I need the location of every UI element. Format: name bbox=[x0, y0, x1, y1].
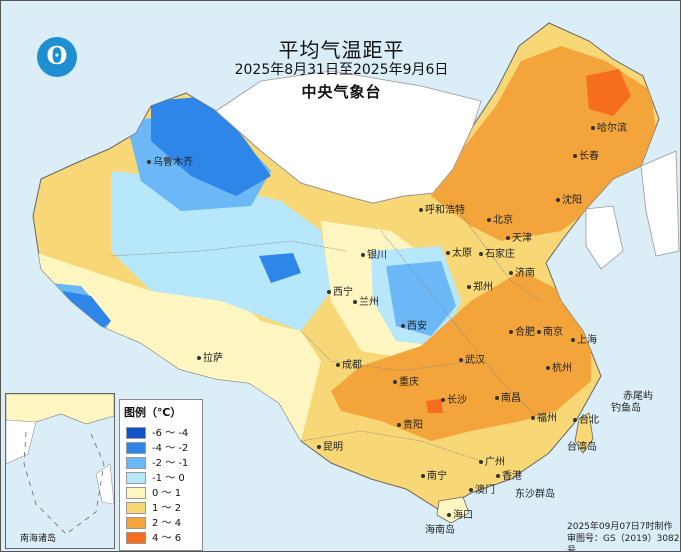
inset-coastline bbox=[6, 394, 114, 425]
legend-item: 1 ～ 2 bbox=[126, 499, 181, 514]
province-boundary bbox=[110, 240, 347, 257]
city-label: 上海 bbox=[571, 331, 597, 346]
city-label: 郑州 bbox=[467, 278, 493, 293]
agency-name: 中央气象台 bbox=[301, 83, 382, 101]
legend-swatch bbox=[126, 472, 146, 484]
anomaly-zone-minus2-minus1-central bbox=[386, 261, 456, 336]
province-boundary bbox=[450, 200, 542, 302]
province-boundary bbox=[300, 330, 472, 372]
city-label: 合肥 bbox=[509, 323, 535, 338]
legend-swatch bbox=[126, 532, 146, 544]
city-label: 福州 bbox=[531, 409, 557, 424]
province-boundary bbox=[300, 430, 482, 462]
taiwan-island bbox=[574, 412, 594, 454]
island-label: 东沙群岛 bbox=[515, 489, 555, 500]
city-label: 天津 bbox=[506, 229, 532, 244]
city-label: 南昌 bbox=[495, 389, 521, 404]
city-label: 乌鲁木齐 bbox=[147, 153, 193, 168]
japan-region bbox=[640, 150, 680, 257]
city-label: 贵阳 bbox=[397, 416, 423, 431]
anomaly-zone-4-6-hunan bbox=[426, 399, 443, 413]
inset-map bbox=[6, 394, 114, 535]
island-label: 海南岛 bbox=[425, 525, 455, 536]
anomaly-zone-2-4-south bbox=[331, 271, 591, 441]
legend-swatch bbox=[126, 517, 146, 529]
city-label: 石家庄 bbox=[479, 245, 515, 260]
legend-item: -1 ～ 0 bbox=[126, 469, 185, 484]
legend-swatch bbox=[126, 502, 146, 514]
city-label: 兰州 bbox=[353, 293, 379, 308]
anomaly-zone-minus4-minus2 bbox=[151, 96, 271, 196]
city-label: 西安 bbox=[401, 317, 427, 332]
city-label: 南宁 bbox=[421, 467, 447, 482]
city-label: 香港 bbox=[496, 467, 522, 482]
map-title: 平均气温距平 bbox=[278, 38, 405, 62]
province-boundary bbox=[380, 230, 542, 422]
legend-item: 4 ～ 6 bbox=[126, 529, 181, 544]
island-label: 台湾岛 bbox=[567, 442, 597, 453]
legend-item: 2 ～ 4 bbox=[126, 514, 181, 529]
legend-item: -2 ～ -1 bbox=[126, 454, 188, 469]
city-label: 西宁 bbox=[327, 283, 353, 298]
inset-label: 南海诸岛 bbox=[20, 534, 57, 544]
legend: 图例（℃） -6 ～ -4 -4 ～ -2 -2 ～ -1 -1 ～ 0 0 ～… bbox=[119, 399, 203, 551]
mongolia-region bbox=[215, 70, 482, 204]
legend-swatch bbox=[126, 442, 146, 454]
city-label: 杭州 bbox=[546, 359, 572, 374]
cma-logo-icon: ʘ bbox=[37, 37, 77, 77]
legend-item: 0 ～ 1 bbox=[126, 484, 181, 499]
anomaly-zone-4-6 bbox=[586, 69, 631, 116]
city-label: 长春 bbox=[573, 147, 599, 162]
legend-swatch bbox=[126, 457, 146, 469]
date-range: 2025年8月31日至2025年9月6日 bbox=[234, 62, 449, 78]
hainan-island bbox=[436, 496, 470, 524]
city-label: 武汉 bbox=[459, 351, 485, 366]
city-label: 拉萨 bbox=[197, 349, 223, 364]
inset-nine-dash-line bbox=[23, 431, 105, 535]
city-label: 银川 bbox=[361, 246, 387, 261]
inset-land bbox=[6, 419, 37, 465]
city-label: 重庆 bbox=[393, 373, 419, 388]
city-label: 太原 bbox=[446, 244, 472, 259]
city-label: 南京 bbox=[537, 323, 563, 338]
city-label: 沈阳 bbox=[556, 191, 582, 206]
legend-swatch bbox=[126, 427, 146, 439]
anomaly-zone-minus4-minus2-tibet bbox=[259, 253, 301, 283]
city-label: 长沙 bbox=[441, 391, 467, 406]
city-label: 呼和浩特 bbox=[419, 201, 465, 216]
inset-land bbox=[95, 463, 114, 505]
island-label: 赤尾屿 bbox=[623, 391, 653, 402]
city-label: 台北 bbox=[573, 411, 599, 426]
credit-review: 审图号：GS（2019）3082号 bbox=[567, 534, 680, 552]
city-label: 海口 bbox=[447, 506, 473, 521]
city-label: 济南 bbox=[509, 264, 535, 279]
korea-region bbox=[585, 205, 624, 270]
legend-item: -6 ～ -4 bbox=[126, 424, 188, 439]
legend-swatch bbox=[126, 487, 146, 499]
city-label: 成都 bbox=[336, 356, 362, 371]
map-credit: 2025年09月07日7时制作 审图号：GS（2019）3082号 bbox=[567, 521, 680, 552]
city-label: 北京 bbox=[487, 211, 513, 226]
city-label: 昆明 bbox=[317, 438, 343, 453]
anomaly-zone-minus1-0 bbox=[111, 171, 331, 331]
city-label: 广州 bbox=[479, 453, 505, 468]
city-label: 澳门 bbox=[469, 481, 495, 496]
city-label: 哈尔滨 bbox=[591, 119, 627, 134]
island-label: 钓鱼岛 bbox=[611, 403, 641, 414]
credit-made: 2025年09月07日7时制作 bbox=[567, 522, 673, 532]
south-china-sea-inset: 南海诸岛 bbox=[5, 393, 115, 549]
legend-title: 图例（℃） bbox=[124, 406, 182, 419]
legend-item: -4 ～ -2 bbox=[126, 439, 188, 454]
